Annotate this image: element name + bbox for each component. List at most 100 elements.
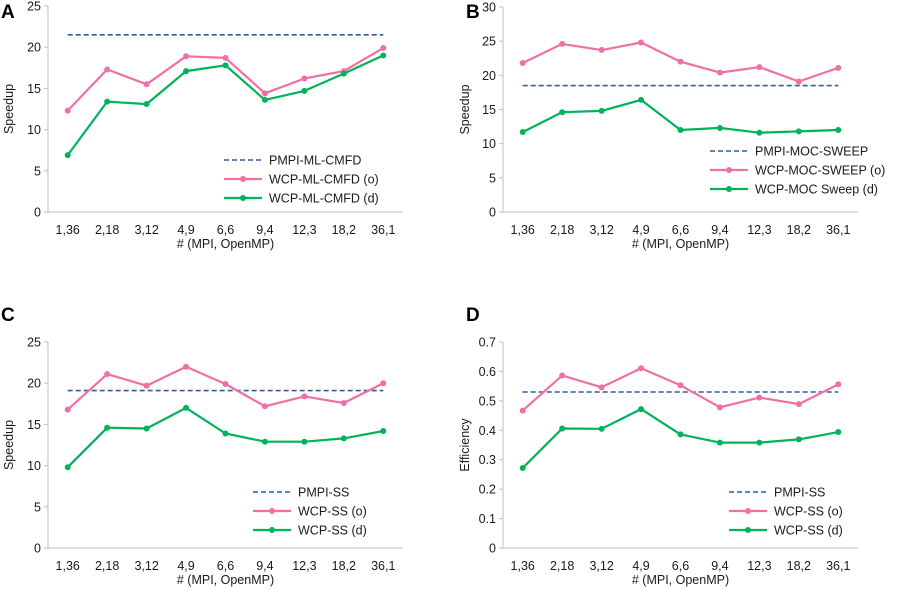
y-tick-label: 0 (489, 542, 496, 556)
chart-panel-a: A 0 5 10 15 20 25 1,36 2,18 3,12 4,9 6,6 9,4 12,3 18,… (0, 0, 456, 295)
x-tick-label: 18,2 (332, 223, 356, 237)
series-2-point (795, 401, 802, 408)
y-tick-label: 5 (489, 171, 496, 185)
chart-b-svg: 0 5 10 15 20 25 30 1,36 2,18 3,12 4,9 6,6 9,4 12,3 18,… (458, 1, 885, 252)
chart-d-svg: 0 0.1 0.2 0.3 0.4 0.5 0.6 0.7 1,36 2,18 3,12 4,9 6,6… (458, 336, 858, 587)
x-tick-label: 3,12 (589, 559, 613, 573)
series-2-point (301, 393, 308, 400)
x-tick-label: 9,4 (256, 559, 273, 573)
series-2-point (835, 64, 842, 71)
legend-swatch-marker (269, 508, 275, 514)
series-3-point (795, 128, 802, 135)
series-3-point (835, 127, 842, 133)
x-tick-label: 3,12 (134, 223, 158, 237)
y-axis-title: Speedup (2, 84, 16, 134)
series-3-point (143, 101, 150, 108)
legend-entry: WCP-SS (d) (298, 524, 367, 538)
series-2-point (835, 381, 842, 388)
y-tick-label: 15 (27, 418, 41, 432)
series-line-2 (521, 367, 839, 412)
series-3-point (104, 424, 111, 431)
legend-entry: PMPI-MOC-SWEEP (755, 145, 868, 159)
series-2-point (519, 60, 526, 67)
y-tick-label: 25 (482, 35, 496, 49)
y-axis-title: Speedup (458, 84, 472, 134)
series-2-point (104, 66, 111, 73)
series-2-point (598, 47, 605, 54)
series-3-point (559, 109, 566, 116)
series-2-point (261, 90, 268, 97)
series-3-point (559, 425, 566, 432)
y-tick-label: 15 (482, 103, 496, 117)
series-3-point (756, 439, 763, 446)
chart-c-svg: 0 5 10 15 20 25 1,36 2,18 3,12 4,9 6,6 9,4 12,3 18,2 3… (2, 336, 403, 587)
series-2-point (301, 75, 308, 82)
x-tick-label: 4,9 (632, 559, 649, 573)
series-2-point (261, 403, 268, 410)
x-tick-label: 18,2 (787, 559, 811, 573)
series-2-point (340, 399, 347, 406)
x-tick-label: 18,2 (787, 223, 811, 237)
x-tick-label: 12,3 (292, 223, 316, 237)
series-2-point (756, 64, 763, 71)
x-tick-label: 6,6 (672, 559, 689, 573)
series-2-point (559, 372, 566, 379)
series-3-point (716, 124, 723, 131)
series-2-point (716, 69, 723, 76)
x-tick-label: 4,9 (632, 223, 649, 237)
y-tick-label: 0.7 (479, 336, 496, 350)
series-2-point (183, 363, 190, 370)
series-3-point (183, 68, 190, 75)
legend-entry: WCP-SS (o) (298, 505, 367, 519)
x-tick-label: 12,3 (747, 223, 771, 237)
x-tick-label: 1,36 (56, 559, 80, 573)
legend-entry: WCP-MOC Sweep (d) (755, 183, 878, 197)
x-tick-label: 36,1 (371, 559, 395, 573)
x-tick-label: 6,6 (672, 223, 689, 237)
series-3-point (638, 406, 645, 413)
series-3-point (64, 152, 71, 159)
series-2-point (143, 81, 150, 88)
series-2-point (183, 53, 190, 60)
series-3-point (638, 96, 645, 103)
y-tick-label: 20 (27, 377, 41, 391)
x-tick-label: 36,1 (826, 223, 850, 237)
y-tick-label: 0 (489, 206, 496, 220)
series-2-point (638, 39, 645, 46)
series-line-3 (66, 406, 384, 468)
series-3-point (835, 429, 842, 436)
series-3-point (677, 431, 684, 438)
x-tick-label: 2,18 (550, 223, 574, 237)
series-2-point (64, 406, 71, 413)
x-tick-label: 9,4 (256, 223, 273, 237)
series-3-point (519, 464, 526, 471)
legend-entry: WCP-ML-CMFD (o) (269, 173, 379, 187)
series-line-3 (521, 407, 839, 469)
series-3-point (519, 129, 526, 136)
y-tick-label: 10 (482, 137, 496, 151)
series-2-point (104, 371, 111, 378)
x-tick-label: 12,3 (747, 559, 771, 573)
series-3-point (301, 438, 308, 445)
series-3-point (598, 425, 605, 432)
series-3-point (795, 436, 802, 443)
panel-label-c: C (1, 305, 15, 326)
series-2-point (222, 381, 229, 388)
series-2-point (795, 78, 802, 85)
chart-a-svg: 0 5 10 15 20 25 1,36 2,18 3,12 4,9 6,6 9,4 12,3 18,2 3… (2, 0, 403, 251)
series-3-point (598, 107, 605, 114)
y-tick-label: 15 (27, 82, 41, 96)
chart-panel-d: D 0 0.1 0.2 0.3 0.4 0.5 0.6 0.7 1,36 2,18 3,12 4,9 6… (456, 295, 912, 590)
x-tick-label: 4,9 (177, 559, 194, 573)
series-2-point (677, 58, 684, 65)
y-tick-label: 25 (27, 0, 41, 14)
chart-panel-b: B 0 5 10 15 20 25 30 1,36 2,18 3,12 4,9 6,6 9,4 12,3 1… (456, 0, 912, 295)
legend-swatch-marker (269, 527, 275, 533)
series-2-point (519, 407, 526, 414)
series-3-point (183, 404, 190, 411)
legend-entry: WCP-ML-CMFD (d) (269, 192, 379, 206)
y-axis-title: Speedup (2, 420, 16, 470)
series-3-point (756, 129, 763, 136)
legend-swatch-marker (726, 186, 732, 192)
series-3-point (380, 52, 387, 59)
